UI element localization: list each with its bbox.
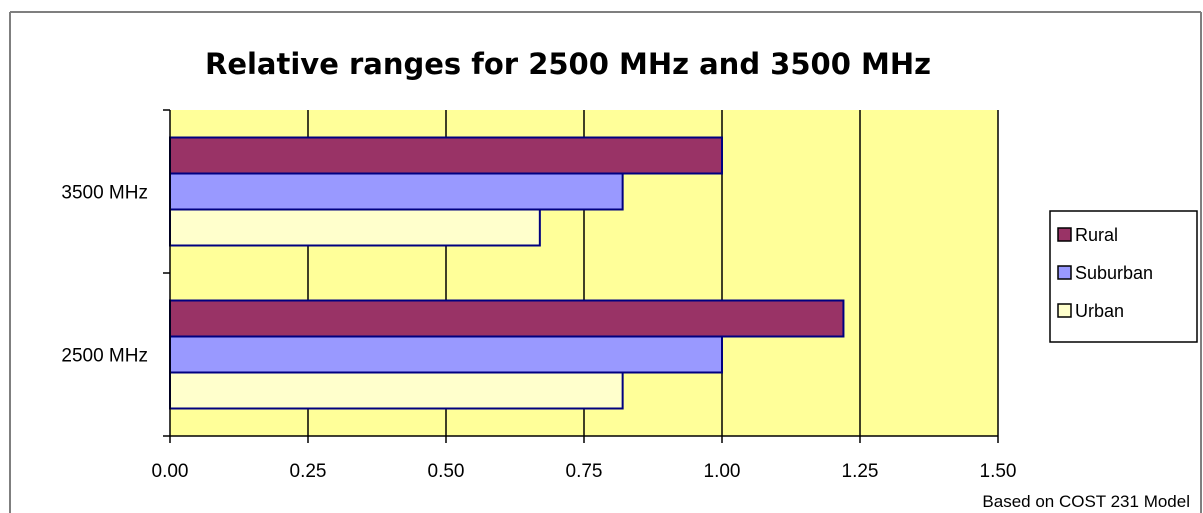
x-tick-label: 1.00	[704, 461, 741, 482]
bar-rural	[169, 136, 723, 175]
legend-swatch-rural	[1057, 227, 1072, 242]
legend-label-urban: Urban	[1075, 301, 1124, 321]
chart-title: Relative ranges for 2500 MHz and 3500 MH…	[205, 47, 931, 81]
bar-rural	[169, 299, 845, 338]
model-note: Based on COST 231 Model	[982, 492, 1190, 511]
bar-suburban	[169, 335, 723, 374]
x-tick-label: 0.75	[566, 461, 603, 482]
x-tick-label: 0.00	[152, 461, 189, 482]
legend-swatch-urban	[1057, 303, 1072, 318]
x-tick-label: 0.25	[290, 461, 327, 482]
bar-urban	[169, 208, 541, 247]
x-tick-label: 1.50	[980, 461, 1017, 482]
x-axis-ticks: 0.00 0.25 0.50 0.75 1.00 1.25 1.50	[152, 436, 1017, 482]
y-tick-label: 2500 MHz	[61, 346, 148, 367]
legend-swatch-suburban	[1057, 265, 1072, 280]
legend-label-suburban: Suburban	[1075, 263, 1153, 283]
bar-urban	[169, 371, 624, 410]
bar-suburban	[169, 172, 624, 211]
legend-label-rural: Rural	[1075, 225, 1118, 245]
legend: Rural Suburban Urban	[1049, 210, 1198, 343]
legend-frame	[1049, 210, 1198, 343]
y-tick-label: 3500 MHz	[61, 183, 148, 204]
y-axis-ticks: 3500 MHz 2500 MHz	[61, 109, 170, 437]
bars	[169, 136, 845, 410]
x-tick-label: 1.25	[842, 461, 879, 482]
x-tick-label: 0.50	[428, 461, 465, 482]
